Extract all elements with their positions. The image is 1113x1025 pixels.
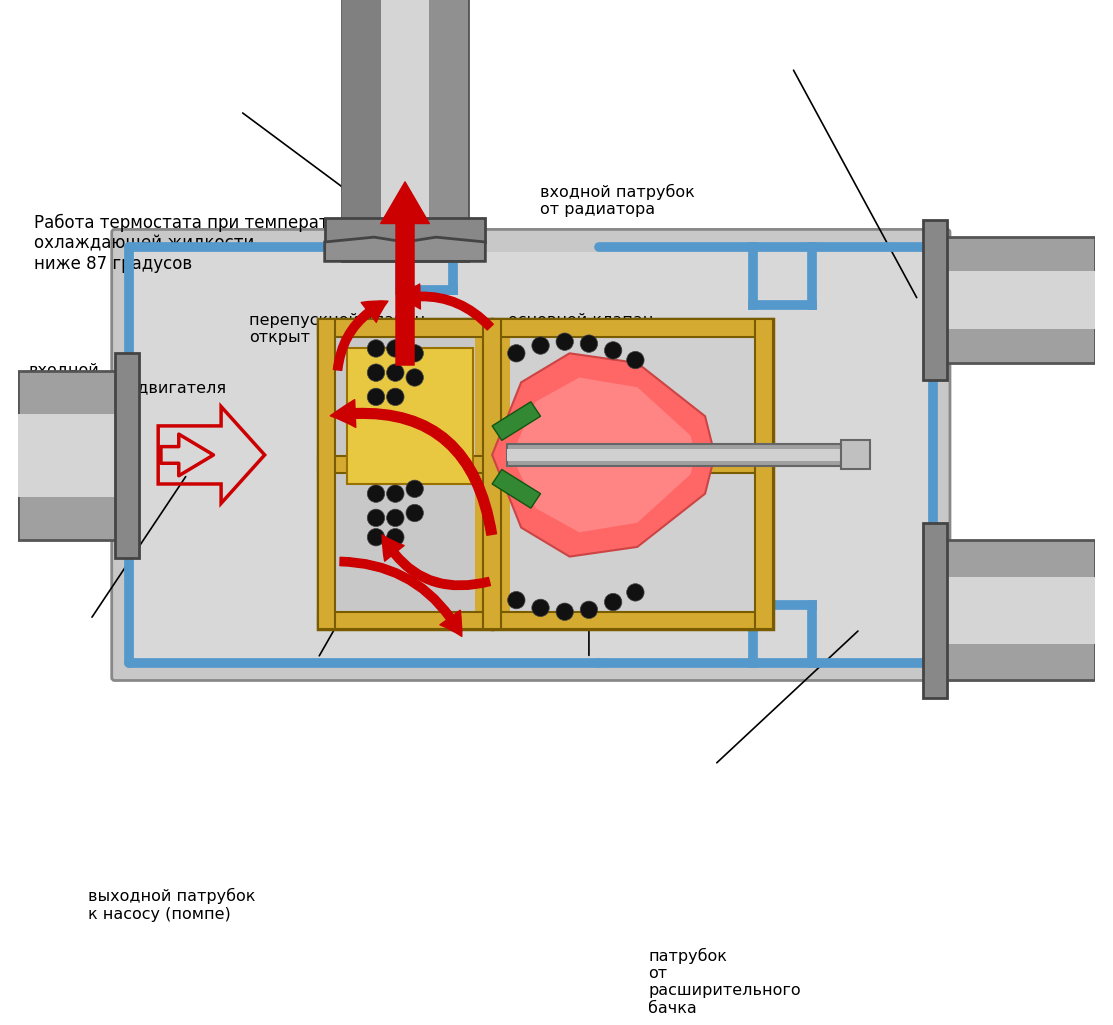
Bar (928, 577, 1095, 644)
FancyArrowPatch shape (331, 400, 496, 535)
Bar (18, 371, 134, 540)
Circle shape (604, 341, 622, 359)
Bar (318, 320, 335, 629)
Bar (928, 271, 1095, 329)
Bar (492, 320, 772, 629)
Text: перепускной клапан
открыт: перепускной клапан открыт (249, 313, 425, 345)
Bar (928, 540, 1095, 681)
Circle shape (386, 509, 404, 527)
Bar (928, 237, 1095, 363)
Circle shape (406, 504, 423, 522)
Circle shape (604, 593, 622, 611)
Bar (342, 0, 467, 261)
Bar (923, 219, 947, 380)
Circle shape (406, 480, 423, 497)
Circle shape (508, 591, 525, 609)
Bar (325, 217, 485, 242)
FancyArrowPatch shape (339, 558, 462, 637)
Circle shape (580, 335, 598, 353)
Circle shape (627, 583, 644, 601)
Circle shape (367, 388, 385, 406)
Circle shape (367, 529, 385, 546)
Bar (840, 441, 869, 469)
Text: Работа термостата при температуре
охлаждающей жидкости
ниже 87 градусов: Работа термостата при температуре охлажд… (35, 213, 359, 273)
Circle shape (627, 352, 644, 369)
Bar (923, 523, 947, 698)
Text: патрубок
от
расширительного
бачка: патрубок от расширительного бачка (648, 947, 800, 1016)
FancyArrowPatch shape (382, 535, 491, 589)
Circle shape (367, 339, 385, 357)
Bar (318, 320, 492, 629)
FancyArrowPatch shape (398, 284, 493, 330)
Polygon shape (492, 469, 541, 508)
Bar (381, 0, 430, 261)
Circle shape (367, 364, 385, 381)
Bar (506, 444, 840, 465)
Circle shape (556, 603, 573, 620)
Bar (318, 456, 772, 474)
Bar (342, 0, 381, 261)
Bar (430, 0, 467, 261)
Polygon shape (492, 354, 715, 557)
FancyArrowPatch shape (381, 181, 430, 365)
Polygon shape (325, 237, 485, 261)
Circle shape (386, 388, 404, 406)
Text: входной патрубок
от радиатора: входной патрубок от радиатора (540, 183, 696, 217)
Circle shape (508, 344, 525, 362)
Bar (347, 348, 473, 484)
Circle shape (406, 344, 423, 362)
Circle shape (386, 485, 404, 502)
Circle shape (367, 485, 385, 502)
Bar (134, 252, 928, 658)
Circle shape (367, 509, 385, 527)
Bar (506, 449, 840, 461)
Bar (18, 414, 134, 496)
Circle shape (386, 529, 404, 546)
Bar (756, 320, 772, 629)
Circle shape (532, 600, 549, 617)
Circle shape (406, 369, 423, 386)
Circle shape (556, 333, 573, 351)
Polygon shape (512, 377, 696, 532)
Bar (318, 320, 772, 337)
Circle shape (386, 339, 404, 357)
Circle shape (532, 337, 549, 355)
Text: основной клапан
закрыт: основной клапан закрыт (508, 313, 653, 345)
Circle shape (386, 364, 404, 381)
Bar (115, 354, 139, 558)
Bar (335, 337, 475, 612)
Bar (318, 612, 772, 629)
Text: входной
патрубок от двигателя: входной патрубок от двигателя (29, 362, 226, 396)
Bar (510, 337, 756, 612)
FancyArrowPatch shape (334, 301, 388, 370)
Bar (483, 320, 501, 629)
Circle shape (580, 601, 598, 618)
Text: выходной патрубок
к насосу (помпе): выходной патрубок к насосу (помпе) (88, 888, 255, 921)
FancyBboxPatch shape (111, 230, 951, 681)
Polygon shape (492, 402, 541, 441)
